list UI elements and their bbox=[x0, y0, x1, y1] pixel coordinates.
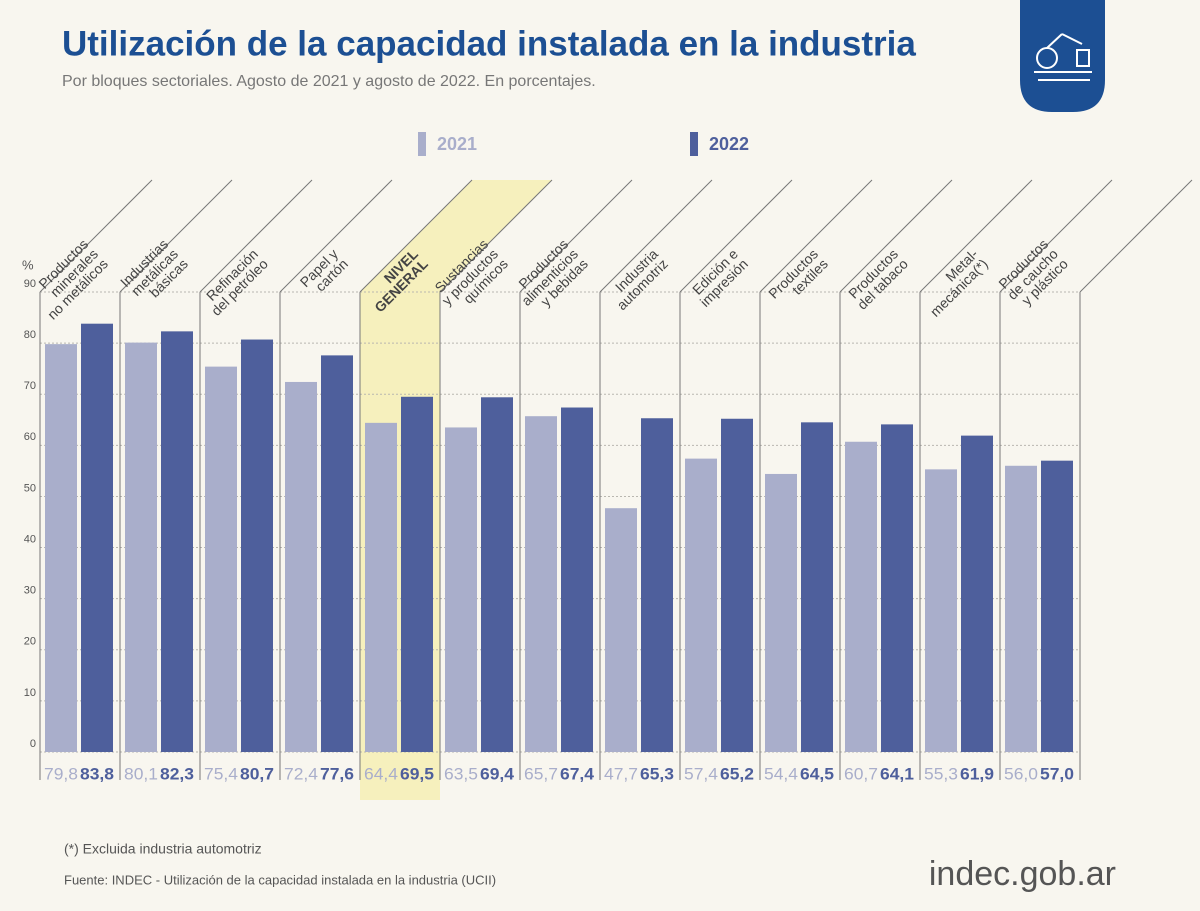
bar bbox=[125, 342, 157, 752]
y-tick-label: 30 bbox=[24, 585, 36, 597]
icon bbox=[1034, 33, 1092, 81]
bar bbox=[1005, 465, 1037, 752]
bar bbox=[81, 323, 113, 752]
y-tick-label: 10 bbox=[24, 687, 36, 699]
bar bbox=[45, 344, 77, 752]
value-label: 54,4 bbox=[764, 764, 798, 783]
logo-text: indec.gob.ar bbox=[929, 855, 1116, 893]
value-label: 57,4 bbox=[684, 764, 718, 783]
value-label: 61,9 bbox=[960, 764, 994, 783]
bar bbox=[925, 469, 957, 752]
footnote: (*) Excluida industria automotriz bbox=[64, 841, 262, 857]
bar bbox=[685, 458, 717, 752]
y-axis-label: % bbox=[22, 257, 34, 272]
separator-diagonal bbox=[519, 179, 633, 293]
separator-diagonal bbox=[759, 179, 873, 293]
value-label: 69,4 bbox=[480, 764, 515, 783]
separator-diagonal bbox=[439, 179, 553, 293]
separator-diagonal bbox=[279, 179, 393, 293]
separator-diagonal bbox=[839, 179, 953, 293]
value-label: 55,3 bbox=[924, 764, 958, 783]
value-label: 65,2 bbox=[720, 764, 754, 783]
separator-diagonal bbox=[359, 179, 473, 293]
bar bbox=[241, 339, 273, 752]
bar bbox=[321, 355, 353, 752]
value-label: 64,4 bbox=[364, 764, 398, 783]
legend-swatch bbox=[690, 132, 698, 156]
value-label: 64,1 bbox=[880, 764, 914, 783]
bar bbox=[285, 381, 317, 752]
bar bbox=[765, 473, 797, 752]
bar bbox=[481, 397, 513, 752]
value-label: 63,5 bbox=[444, 764, 478, 783]
bar bbox=[961, 435, 993, 752]
bar bbox=[161, 331, 193, 752]
bar bbox=[205, 366, 237, 752]
legend-label: 2021 bbox=[437, 134, 477, 154]
chart-title: Utilización de la capacidad instalada en… bbox=[62, 24, 916, 63]
value-label: 83,8 bbox=[80, 764, 114, 783]
bar bbox=[641, 418, 673, 752]
value-label: 80,1 bbox=[124, 764, 158, 783]
separator-diagonal bbox=[919, 179, 1033, 293]
bar bbox=[845, 441, 877, 752]
value-label: 65,3 bbox=[640, 764, 674, 783]
bar bbox=[881, 424, 913, 752]
separator-diagonal bbox=[199, 179, 313, 293]
separator-diagonal bbox=[599, 179, 713, 293]
value-label: 67,4 bbox=[560, 764, 595, 783]
legend-label: 2022 bbox=[709, 134, 749, 154]
y-tick-label: 40 bbox=[24, 533, 36, 545]
value-label: 72,4 bbox=[284, 764, 318, 783]
bar bbox=[561, 407, 593, 752]
value-label: 47,7 bbox=[604, 764, 638, 783]
bar bbox=[445, 427, 477, 752]
value-label: 77,6 bbox=[320, 764, 354, 783]
bar bbox=[721, 418, 753, 752]
value-label: 64,5 bbox=[800, 764, 834, 783]
y-tick-label: 60 bbox=[24, 431, 36, 443]
separator-diagonal bbox=[1079, 179, 1193, 293]
value-label: 79,8 bbox=[44, 764, 78, 783]
bar bbox=[605, 508, 637, 752]
y-tick-label: 0 bbox=[30, 738, 36, 750]
separator-diagonal bbox=[39, 179, 153, 293]
value-label: 80,7 bbox=[240, 764, 274, 783]
value-label: 60,7 bbox=[844, 764, 878, 783]
value-label: 57,0 bbox=[1040, 764, 1074, 783]
source: Fuente: INDEC - Utilización de la capaci… bbox=[64, 872, 496, 887]
y-tick-label: 90 bbox=[24, 278, 36, 290]
legend-swatch bbox=[418, 132, 426, 156]
bar bbox=[401, 396, 433, 752]
value-label: 75,4 bbox=[204, 764, 238, 783]
separator-diagonal bbox=[679, 179, 793, 293]
value-label: 65,7 bbox=[524, 764, 558, 783]
bar bbox=[801, 422, 833, 752]
y-tick-label: 80 bbox=[24, 329, 36, 341]
value-label: 82,3 bbox=[160, 764, 194, 783]
y-tick-label: 50 bbox=[24, 482, 36, 494]
y-tick-label: 70 bbox=[24, 380, 36, 392]
separator-diagonal bbox=[119, 179, 233, 293]
separator-diagonal bbox=[999, 179, 1113, 293]
chart-subtitle: Por bloques sectoriales. Agosto de 2021 … bbox=[62, 73, 596, 90]
bar bbox=[525, 416, 557, 752]
y-tick-label: 20 bbox=[24, 636, 36, 648]
value-label: 56,0 bbox=[1004, 764, 1038, 783]
icon-badge bbox=[1020, 0, 1105, 112]
bar bbox=[1041, 460, 1073, 752]
value-label: 69,5 bbox=[400, 764, 434, 783]
bar bbox=[365, 422, 397, 752]
